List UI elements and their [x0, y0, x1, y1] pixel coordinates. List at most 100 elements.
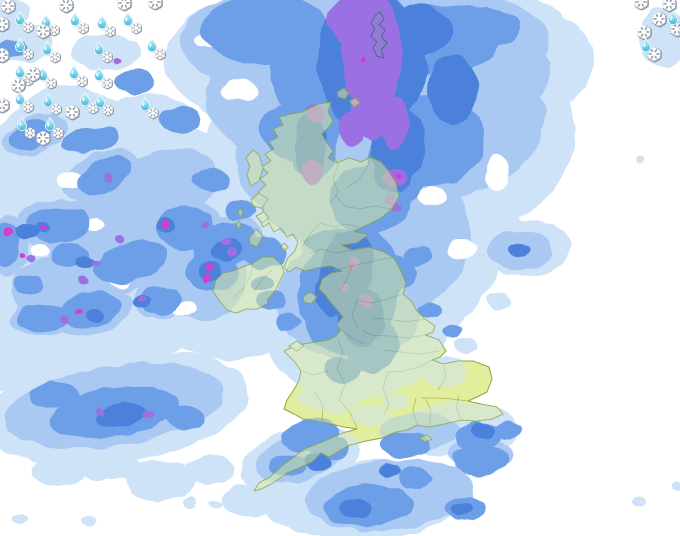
precip-blob-level-1 [125, 460, 195, 500]
precip-blob-level-3 [30, 382, 80, 408]
snowflake-icon [77, 76, 87, 86]
precip-blob-level-5 [95, 406, 105, 414]
precip-blob-level-3 [92, 240, 168, 284]
snowflake-icon [27, 68, 41, 81]
snowflake-icon [37, 132, 51, 145]
snowflake-icon [105, 26, 115, 36]
precip-blob-level-6 [3, 228, 11, 236]
snowflake-icon [23, 49, 33, 59]
snowflake-icon [66, 106, 80, 119]
precip-blob-level-4 [380, 463, 400, 477]
snowflake-icon [638, 26, 652, 39]
precip-blob-level-6 [19, 251, 25, 257]
precip-blob-level-3 [138, 286, 182, 314]
precip-blob-level-3 [276, 313, 300, 331]
precip-blob-level-3 [418, 302, 442, 318]
precip-blob-level-5 [201, 222, 209, 228]
snowflake-icon [60, 0, 74, 12]
snowflake-icon [2, 0, 16, 13]
precip-blob-level-5 [358, 295, 372, 305]
snowflake-icon [148, 108, 158, 118]
precip-blob-level-1 [632, 496, 648, 508]
precip-blob-level-1 [220, 484, 280, 516]
snowflake-icon [51, 104, 61, 114]
snowflake-icon [12, 79, 26, 92]
precip-blob-level-5 [384, 195, 396, 205]
precip-blob-level-0 [222, 80, 258, 100]
region-border-line [421, 397, 469, 402]
precip-blob-level-4 [470, 424, 494, 440]
precip-blob-level-5 [60, 316, 70, 324]
precip-blob-level-3 [16, 304, 68, 332]
snowflake-icon [53, 128, 63, 138]
precip-blob-level-4 [94, 402, 146, 428]
precip-blob-level-3 [380, 433, 430, 457]
precip-blob-level-5 [114, 57, 122, 63]
precip-blob-level-4 [294, 113, 326, 177]
snowflake-icon [149, 0, 163, 9]
precip-blob-level-1 [670, 482, 680, 492]
precip-blob-level-0 [30, 244, 50, 256]
precip-blob-level-5 [91, 259, 99, 265]
precip-blob-level-5 [338, 282, 348, 290]
precip-blob-level-5 [142, 410, 154, 418]
snowflake-icon [663, 0, 677, 11]
precip-blob-level-3 [252, 274, 272, 290]
precip-blob-level-3 [12, 275, 44, 295]
precip-blob-level-4 [13, 224, 37, 240]
precip-blob-level-3 [442, 323, 462, 337]
precip-blob-level-1 [453, 336, 477, 354]
snowflake-icon [50, 52, 60, 62]
snowflake-icon [78, 23, 88, 33]
precip-blob-level-0 [56, 172, 84, 188]
snowflake-icon [103, 105, 113, 115]
precip-blob-level-0 [485, 154, 509, 190]
precip-blob-level-1 [185, 456, 235, 484]
precip-blob-level-3 [397, 467, 433, 489]
snowflake-icon [0, 99, 9, 112]
precip-blob-level-1 [12, 515, 28, 525]
precip-blob-level-6 [202, 275, 210, 283]
precip-blob-level-5 [303, 160, 321, 184]
precip-blob-level-1 [488, 291, 512, 309]
precip-blob-level-4 [76, 255, 94, 269]
precip-blob-level-1 [182, 497, 198, 507]
precip-blob-level-4 [427, 55, 477, 125]
precip-blob-level-3 [494, 421, 522, 439]
precip-blob-level-6 [394, 173, 402, 179]
precip-blob-level-1 [300, 377, 360, 413]
precip-blob-level-5 [103, 174, 113, 182]
snowflake-icon [155, 49, 165, 59]
precip-blob-level-4 [508, 242, 532, 258]
snowflake-icon [102, 78, 112, 88]
precip-blob-level-1 [423, 356, 467, 388]
snowflake-icon [635, 0, 649, 9]
precip-blob-level-5 [306, 103, 324, 123]
precip-blob-level-6 [77, 309, 83, 315]
precip-blob-level-1 [447, 283, 483, 307]
precip-blob-level-4 [340, 288, 384, 348]
precip-blob-level-3 [165, 406, 205, 430]
snowflake-icon [23, 102, 33, 112]
precip-blob-level-1 [70, 34, 140, 70]
precip-blob-level-3 [60, 126, 120, 154]
precip-blob-level-1 [350, 403, 390, 427]
precip-blob-level-0 [448, 238, 476, 258]
snowflake-icon [25, 128, 35, 138]
precip-blob-level-0 [416, 185, 448, 207]
snowflake-icon [131, 23, 141, 33]
precip-blob-level-5 [25, 254, 35, 262]
precip-blob-level-3 [440, 6, 520, 50]
precip-blob-level-0 [85, 219, 105, 231]
precip-blob-level-3 [324, 356, 360, 384]
precip-blob-level-1 [635, 156, 645, 164]
snowflake-icon [46, 78, 56, 88]
precip-blob-level-1 [489, 212, 521, 232]
precip-blob-level-6 [348, 262, 354, 268]
snowflake-icon [0, 18, 9, 31]
precip-blob-level-5 [136, 297, 144, 303]
precip-blob-level-5 [340, 112, 364, 148]
precip-blob-level-4 [339, 499, 371, 517]
